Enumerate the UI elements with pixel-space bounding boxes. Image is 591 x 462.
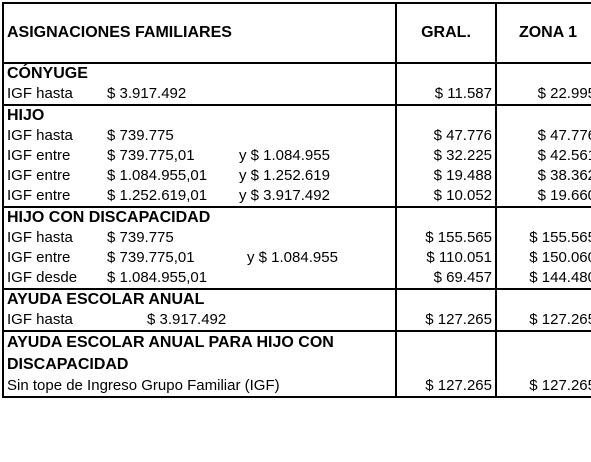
zona-value: $ 155.565 <box>496 228 591 248</box>
zona-value: $ 42.561 <box>496 146 591 166</box>
table-row: IGF hasta $ 3.917.492 $ 11.587 $ 22.995 <box>2 84 591 105</box>
table-title: ASIGNACIONES FAMILIARES <box>2 2 397 63</box>
igf-range-from: $ 739.775 <box>107 127 174 144</box>
gral-value: $ 19.488 <box>396 166 497 186</box>
table-row: IGF hasta $ 739.775 $ 155.565 $ 155.565 <box>2 228 591 248</box>
col-header-zona: ZONA 1 <box>496 2 591 63</box>
igf-range-from: $ 3.917.492 <box>147 311 227 328</box>
table-row: IGF desde $ 1.084.955,01 $ 69.457 $ 144.4… <box>2 268 591 289</box>
section-title-hijo-discapacidad: HIJO CON DISCAPACIDAD <box>2 206 397 228</box>
igf-label: IGF hasta <box>7 311 73 328</box>
gral-value: $ 110.051 <box>396 248 497 268</box>
igf-range-from: $ 1.252.619,01 <box>107 187 208 204</box>
igf-label: IGF entre <box>7 187 71 204</box>
section-title-row: CÓNYUGE <box>2 62 591 84</box>
zona-value: $ 47.776 <box>496 126 591 146</box>
section-title-ayuda-escolar: AYUDA ESCOLAR ANUAL <box>2 288 397 310</box>
gral-value: $ 69.457 <box>396 268 497 289</box>
igf-range-to: y $ 1.252.619 <box>239 167 330 184</box>
gral-value: $ 10.052 <box>396 186 497 207</box>
table-row: IGF entre $ 1.252.619,01 y $ 3.917.492 $ 1… <box>2 186 591 207</box>
igf-range-from: $ 739.775 <box>107 229 174 246</box>
zona-value: $ 22.995 <box>496 84 591 105</box>
gral-value: $ 32.225 <box>396 146 497 166</box>
gral-value: $ 127.265 <box>396 376 497 398</box>
zona-value: $ 150.060 <box>496 248 591 268</box>
igf-label: IGF hasta <box>7 229 73 246</box>
igf-range-from: $ 1.084.955,01 <box>107 167 208 184</box>
section-title-row: AYUDA ESCOLAR ANUAL <box>2 288 591 310</box>
zona-value: $ 127.265 <box>496 376 591 398</box>
igf-range-from: $ 739.775,01 <box>107 147 195 164</box>
section-title-hijo: HIJO <box>2 104 397 126</box>
section-title-row: AYUDA ESCOLAR ANUAL PARA HIJO CON DISCAP… <box>2 330 591 376</box>
igf-range-from: $ 739.775,01 <box>107 249 195 266</box>
table-row: IGF entre $ 739.775,01 y $ 1.084.955 $ 110… <box>2 248 591 268</box>
gral-value: $ 155.565 <box>396 228 497 248</box>
igf-range-to: y $ 1.084.955 <box>239 147 330 164</box>
asignaciones-table: ASIGNACIONES FAMILIARES GRAL. ZONA 1 CÓN… <box>2 2 591 398</box>
table-row: IGF entre $ 1.084.955,01 y $ 1.252.619 $ 1… <box>2 166 591 186</box>
zona-value: $ 38.362 <box>496 166 591 186</box>
igf-label: IGF entre <box>7 147 71 164</box>
table-row: IGF hasta $ 739.775 $ 47.776 $ 47.776 <box>2 126 591 146</box>
igf-range-to: y $ 3.917.492 <box>239 187 330 204</box>
gral-value: $ 47.776 <box>396 126 497 146</box>
section-title-ayuda-escolar-discapacidad: AYUDA ESCOLAR ANUAL PARA HIJO CON DISCAP… <box>2 330 397 376</box>
igf-label: IGF hasta <box>7 85 73 102</box>
section-title-conyuge: CÓNYUGE <box>2 62 397 84</box>
igf-range-from: $ 1.084.955,01 <box>107 269 208 286</box>
igf-label: Sin tope de Ingreso Grupo Familiar (IGF) <box>2 376 397 398</box>
igf-label: IGF hasta <box>7 127 73 144</box>
igf-range-to: y $ 1.084.955 <box>247 249 338 266</box>
zona-value: $ 144.480 <box>496 268 591 289</box>
col-header-gral: GRAL. <box>396 2 497 63</box>
zona-value: $ 127.265 <box>496 310 591 331</box>
section-title-row: HIJO <box>2 104 591 126</box>
igf-label: IGF entre <box>7 249 71 266</box>
table-header-row: ASIGNACIONES FAMILIARES GRAL. ZONA 1 <box>2 2 591 63</box>
zona-value: $ 19.660 <box>496 186 591 207</box>
igf-range-from: $ 3.917.492 <box>107 85 187 102</box>
gral-value: $ 127.265 <box>396 310 497 331</box>
igf-label: IGF entre <box>7 167 71 184</box>
table-row: Sin tope de Ingreso Grupo Familiar (IGF)… <box>2 376 591 398</box>
gral-value: $ 11.587 <box>396 84 497 105</box>
section-title-row: HIJO CON DISCAPACIDAD <box>2 206 591 228</box>
table-row: IGF entre $ 739.775,01 y $ 1.084.955 $ 32.… <box>2 146 591 166</box>
table-row: IGF hasta $ 3.917.492 $ 127.265 $ 127.265 <box>2 310 591 331</box>
igf-label: IGF desde <box>7 269 78 286</box>
